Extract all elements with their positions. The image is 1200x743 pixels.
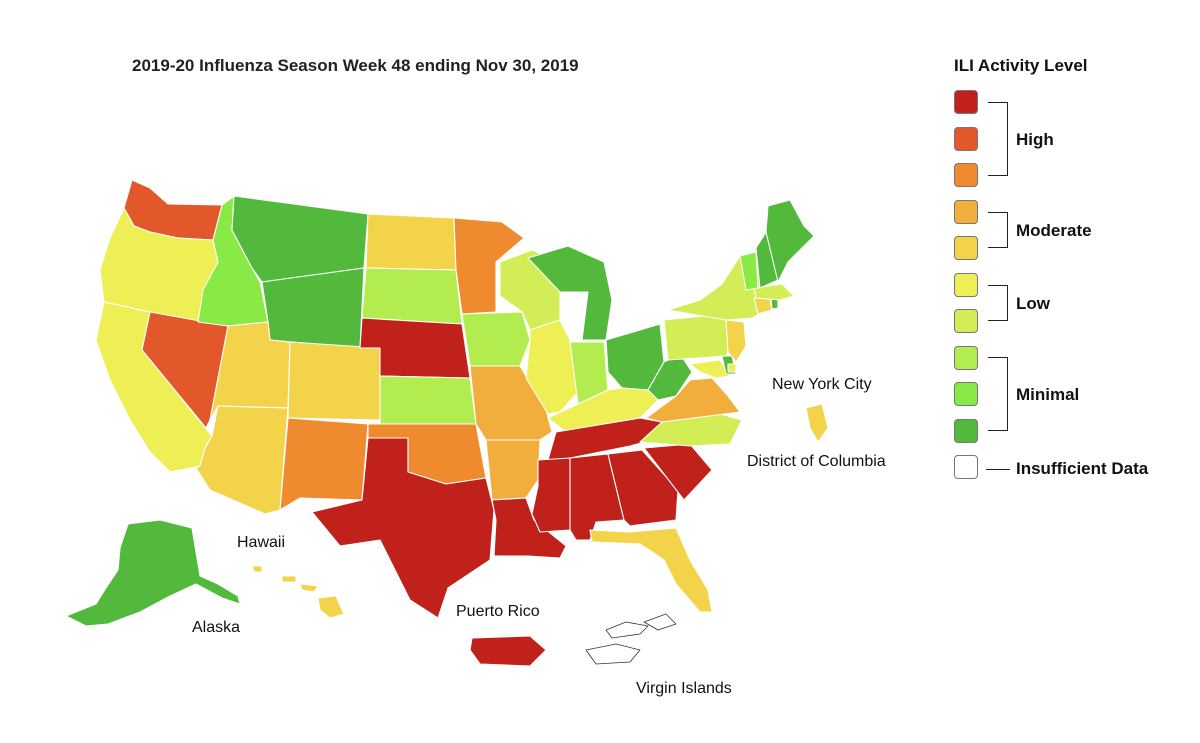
region-iowa xyxy=(461,311,531,367)
region-alaska xyxy=(65,519,241,627)
region-missouri xyxy=(469,365,553,441)
legend-bracket-minimal xyxy=(988,357,1008,431)
region-new-jersey xyxy=(725,319,747,363)
region-texas xyxy=(311,437,495,619)
label-district-of-columbia: District of Columbia xyxy=(747,453,886,470)
region-vermont xyxy=(739,251,759,291)
region-georgia xyxy=(607,449,679,527)
region-colorado xyxy=(287,341,381,421)
legend-group-minimal: Minimal xyxy=(1016,385,1080,404)
legend-swatch-level-5 xyxy=(954,273,978,297)
legend-title: ILI Activity Level xyxy=(954,56,1088,75)
region-puerto-rico xyxy=(469,635,547,667)
legend-swatch-level-7 xyxy=(954,200,978,224)
region-arkansas xyxy=(485,439,541,501)
region-wyoming xyxy=(261,267,365,349)
map-title: 2019-20 Influenza Season Week 48 ending … xyxy=(132,56,579,75)
legend-insufficient-line xyxy=(986,469,1010,470)
region-new-mexico xyxy=(279,417,369,511)
label-hawaii: Hawaii xyxy=(237,534,286,551)
legend-swatch-level-1 xyxy=(954,419,978,443)
region-north-dakota xyxy=(365,213,457,271)
legend-swatch-level-9 xyxy=(954,127,978,151)
region-hawaii xyxy=(251,565,345,619)
label-puerto-rico: Puerto Rico xyxy=(456,603,540,620)
legend-swatch-level-4 xyxy=(954,309,978,333)
region-mississippi xyxy=(531,457,571,533)
region-district-of-columbia xyxy=(727,363,737,373)
region-minnesota xyxy=(453,217,525,315)
legend-bracket-low xyxy=(988,285,1008,321)
region-pennsylvania xyxy=(663,313,735,361)
legend-swatch-level-8 xyxy=(954,163,978,187)
legend-swatch-level-2 xyxy=(954,382,978,406)
legend-swatch-insufficient xyxy=(954,455,978,479)
region-virgin-islands xyxy=(585,613,677,665)
legend-bracket-high xyxy=(988,102,1008,176)
region-montana xyxy=(231,195,369,283)
region-massachusetts xyxy=(753,283,795,301)
region-kansas xyxy=(379,375,477,425)
region-west-virginia xyxy=(647,353,693,401)
legend-group-low: Low xyxy=(1016,294,1050,313)
legend-insufficient-label: Insufficient Data xyxy=(1016,459,1149,478)
legend-group-high: High xyxy=(1016,130,1054,149)
legend-bracket-moderate xyxy=(988,212,1008,248)
legend-group-moderate: Moderate xyxy=(1016,221,1092,240)
region-south-dakota xyxy=(361,267,463,325)
region-maryland xyxy=(689,359,731,379)
legend-swatch-level-6 xyxy=(954,236,978,260)
region-new-york-city xyxy=(805,403,829,443)
region-arizona xyxy=(195,405,289,515)
region-louisiana xyxy=(491,497,567,559)
legend-swatch-level-10 xyxy=(954,90,978,114)
legend-swatch-level-3 xyxy=(954,346,978,370)
label-virgin-islands: Virgin Islands xyxy=(636,680,732,697)
region-maine xyxy=(765,199,815,283)
label-alaska: Alaska xyxy=(192,619,241,636)
region-florida xyxy=(589,527,713,613)
region-south-carolina xyxy=(643,443,713,501)
label-new-york-city: New York City xyxy=(772,376,872,393)
